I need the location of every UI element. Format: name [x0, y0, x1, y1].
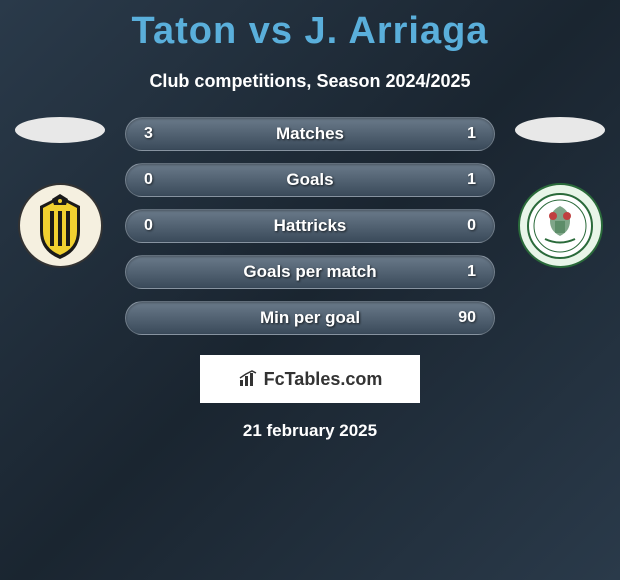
right-column [505, 117, 615, 268]
main-content: 3 Matches 1 0 Goals 1 0 Hattricks 0 Goal… [0, 117, 620, 335]
stat-bar-hattricks: 0 Hattricks 0 [125, 209, 495, 243]
stat-label: Hattricks [126, 216, 494, 236]
stat-right-value: 0 [467, 217, 476, 235]
chart-icon [238, 370, 258, 388]
stat-label: Min per goal [126, 308, 494, 328]
subtitle: Club competitions, Season 2024/2025 [0, 71, 620, 92]
team-badge-right [518, 183, 603, 268]
stat-right-value: 1 [467, 171, 476, 189]
stat-bar-goals-per-match: Goals per match 1 [125, 255, 495, 289]
left-column [5, 117, 115, 268]
stat-label: Goals [126, 170, 494, 190]
page-title: Taton vs J. Arriaga [0, 0, 620, 53]
stat-bar-min-per-goal: Min per goal 90 [125, 301, 495, 335]
stat-bar-matches: 3 Matches 1 [125, 117, 495, 151]
player-head-right [515, 117, 605, 143]
stat-left-value: 0 [144, 217, 153, 235]
team-badge-left [18, 183, 103, 268]
stat-right-value: 1 [467, 125, 476, 143]
stat-label: Matches [126, 124, 494, 144]
stat-left-value: 3 [144, 125, 153, 143]
footer-brand-text: FcTables.com [264, 369, 383, 390]
stat-left-value: 0 [144, 171, 153, 189]
date-text: 21 february 2025 [0, 421, 620, 441]
stat-right-value: 1 [467, 263, 476, 281]
stat-label: Goals per match [126, 262, 494, 282]
stat-right-value: 90 [458, 309, 476, 327]
stats-column: 3 Matches 1 0 Goals 1 0 Hattricks 0 Goal… [125, 117, 495, 335]
footer-brand[interactable]: FcTables.com [200, 355, 420, 403]
stat-bar-goals: 0 Goals 1 [125, 163, 495, 197]
player-head-left [15, 117, 105, 143]
